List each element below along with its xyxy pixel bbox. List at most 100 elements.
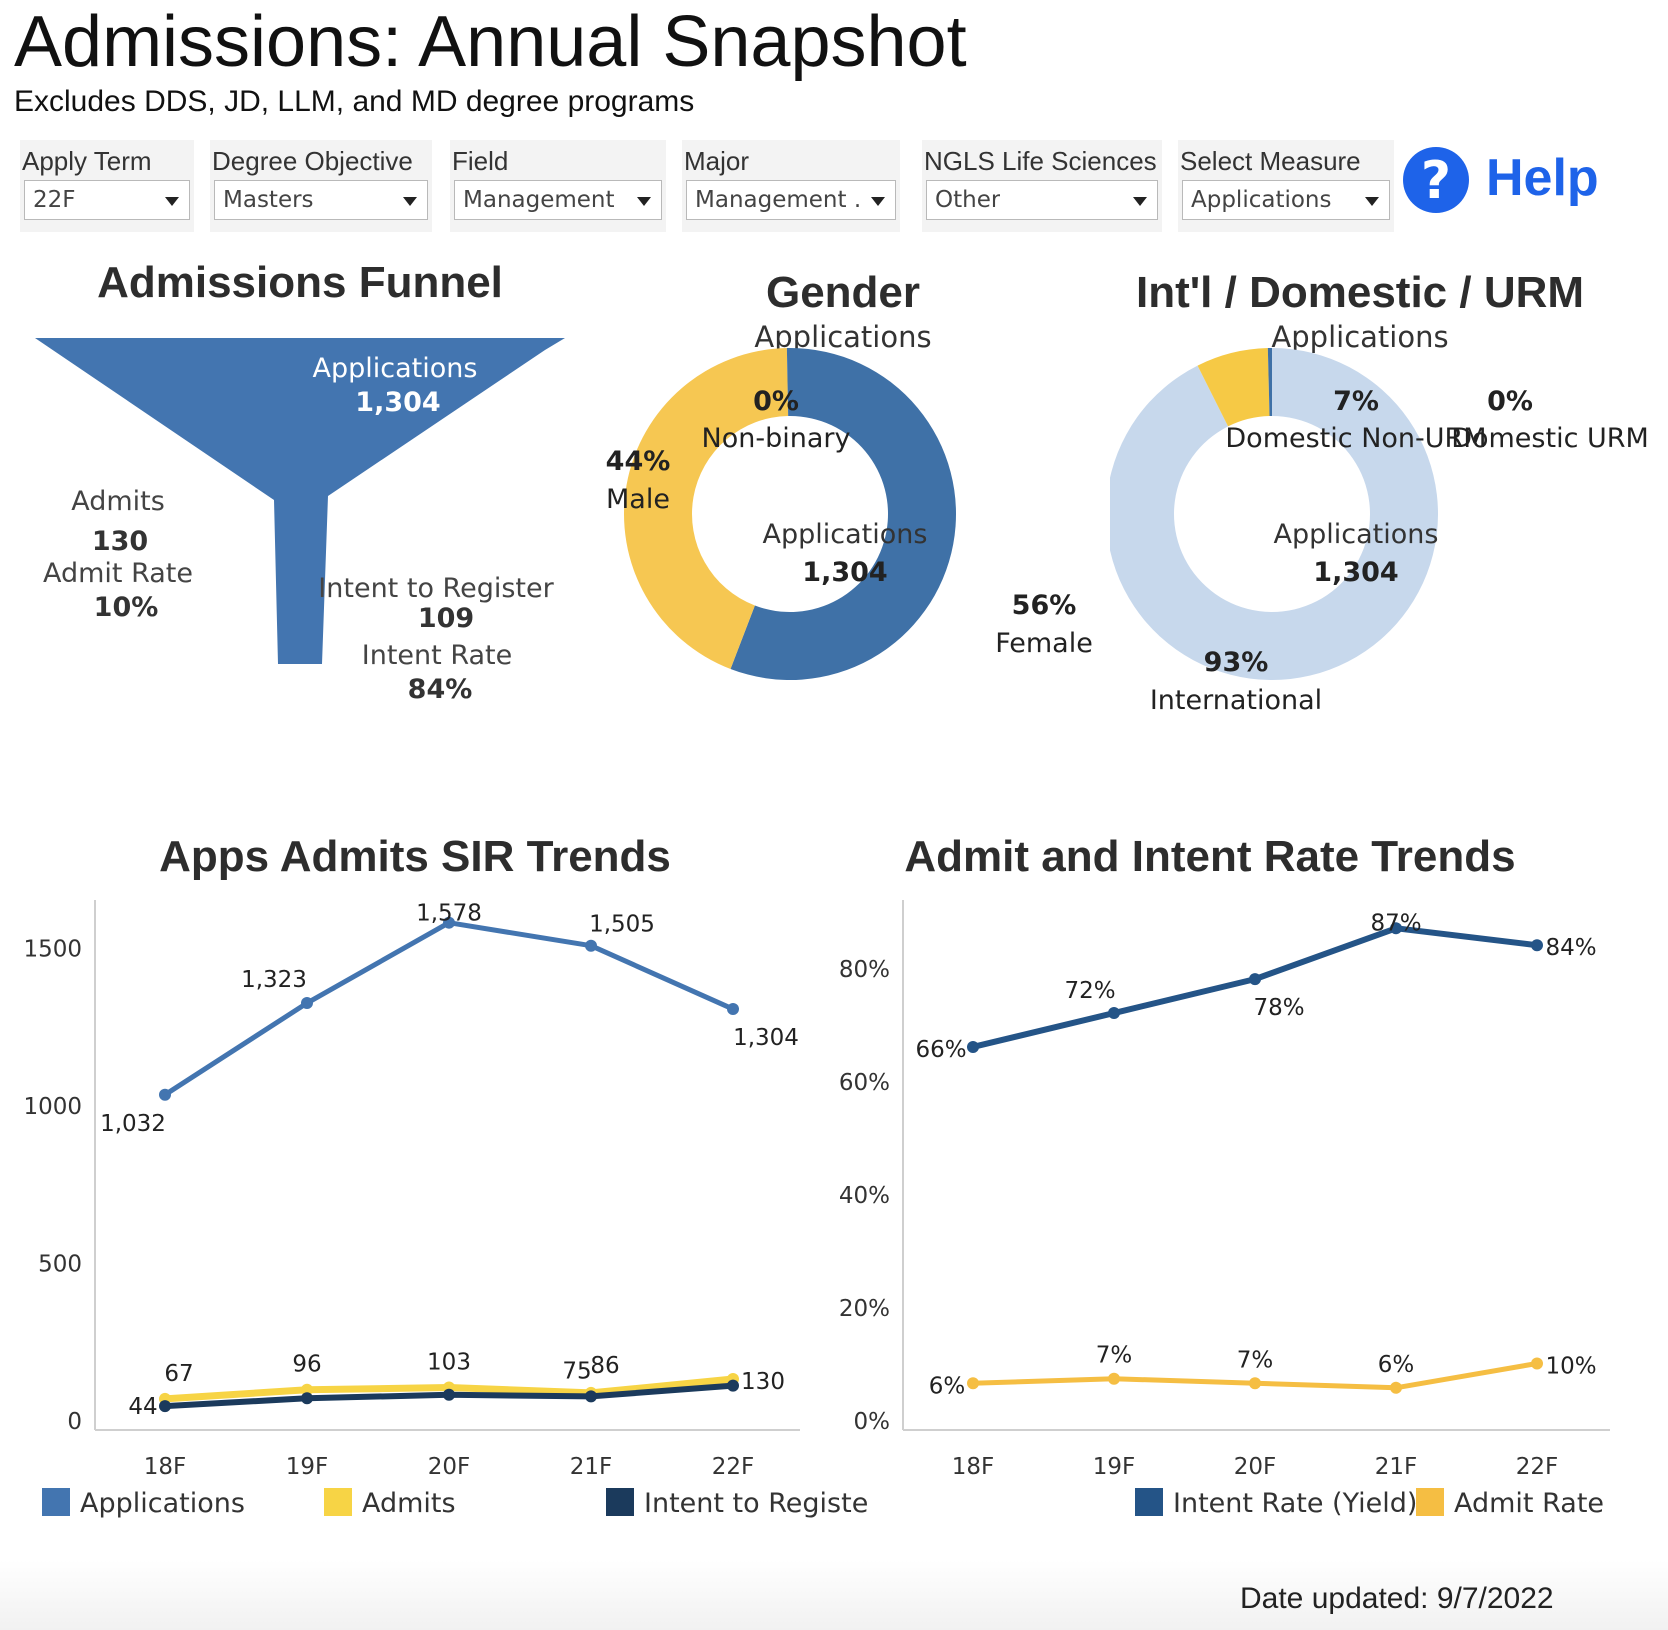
filter-label: Degree Objective <box>212 146 413 176</box>
data-label: 7% <box>1237 1347 1274 1373</box>
caret-down-icon <box>165 197 179 206</box>
donut-slice-female[interactable] <box>730 348 957 680</box>
dropdown-value: Other <box>935 187 1001 213</box>
data-point[interactable] <box>1108 1007 1120 1020</box>
filter-label: NGLS Life Sciences <box>924 146 1157 176</box>
major-dropdown[interactable]: Management ... <box>686 180 896 220</box>
help-button[interactable]: ? Help <box>1402 142 1632 218</box>
data-point[interactable] <box>585 939 597 952</box>
gender-male-pct: 44% <box>606 446 671 477</box>
legend-swatch-applications <box>42 1488 70 1516</box>
degree-objective-dropdown[interactable]: Masters <box>214 180 428 220</box>
y-tick-label: 40% <box>839 1183 890 1209</box>
data-point[interactable] <box>443 1388 455 1401</box>
ngls-life-sciences-dropdown[interactable]: Other <box>926 180 1158 220</box>
data-label: 67 <box>164 1361 193 1387</box>
help-label: Help <box>1486 149 1599 207</box>
caret-down-icon <box>403 197 417 206</box>
y-tick-label: 1500 <box>23 936 82 962</box>
gender-male-label: Male <box>606 484 670 515</box>
data-label: 6% <box>1378 1352 1415 1378</box>
dropdown-value: Management <box>463 187 615 213</box>
data-point[interactable] <box>301 997 313 1010</box>
data-point[interactable] <box>727 1003 739 1016</box>
donut-slice-male[interactable] <box>624 348 789 669</box>
gender-donut-chart: Applications 1,304 56% Female 44% Male 0… <box>606 348 1093 680</box>
data-point[interactable] <box>1531 939 1543 952</box>
residency-domestic-non-urm-pct: 7% <box>1333 386 1379 417</box>
date-updated: Date updated: 9/7/2022 <box>1240 1582 1554 1615</box>
data-label: 1,505 <box>589 912 655 938</box>
filter-ngls-life-sciences: NGLS Life Sciences Other <box>922 140 1162 232</box>
apply-term-dropdown[interactable]: 22F <box>24 180 190 220</box>
legend-swatch-admits <box>324 1488 352 1516</box>
dropdown-value: Management ... <box>695 187 859 213</box>
funnel-title: Admissions Funnel <box>97 258 503 307</box>
data-point[interactable] <box>1249 973 1261 986</box>
data-label: 84% <box>1545 935 1596 961</box>
data-point[interactable] <box>1249 1377 1261 1390</box>
data-point[interactable] <box>967 1377 979 1390</box>
donut-slice-domestic-urm[interactable] <box>1267 348 1272 417</box>
legend-swatch-intent <box>606 1488 634 1516</box>
donut-slice-international[interactable] <box>1110 348 1438 680</box>
data-point[interactable] <box>585 1390 597 1403</box>
data-point[interactable] <box>1108 1372 1120 1385</box>
dropdown-value: Masters <box>223 187 314 213</box>
svg-text:?: ? <box>1421 151 1451 211</box>
admit-intent-rate-trend-chart: 0% 20% 40% 60% 80% 18F 19F 20F 21F 22F 66% 72% 78% 8… <box>839 900 1610 1519</box>
legend-label-intent: Intent to Register <box>644 1488 870 1519</box>
gender-title: Gender <box>765 268 921 317</box>
legend-label-admits: Admits <box>362 1488 456 1519</box>
data-label: 6% <box>929 1373 966 1399</box>
gender-female-pct: 56% <box>1012 590 1077 621</box>
data-point[interactable] <box>967 1040 979 1053</box>
donut-slice-non-binary[interactable] <box>786 348 790 417</box>
series-line-intent-rate-yield- <box>972 925 1538 1050</box>
data-point[interactable] <box>1390 1381 1402 1394</box>
data-label: 1,032 <box>100 1111 166 1137</box>
funnel-admits-value: 130 <box>92 526 148 557</box>
legend-label-admit-rate: Admit Rate <box>1454 1488 1604 1519</box>
rate-trends-title: Admit and Intent Rate Trends <box>904 832 1516 881</box>
legend-swatch-admit-rate <box>1416 1488 1444 1516</box>
filter-select-measure: Select Measure Applications <box>1178 140 1394 232</box>
legend-label-applications: Applications <box>80 1488 245 1519</box>
data-point[interactable] <box>301 1383 313 1396</box>
filter-label: Field <box>452 146 509 176</box>
funnel-admits-label: Admits <box>71 486 165 517</box>
donut-slice-domestic-non-urm[interactable] <box>1197 348 1270 427</box>
y-tick-label: 80% <box>839 957 890 983</box>
gender-center-value: 1,304 <box>802 557 887 588</box>
residency-subtitle: Applications <box>1271 320 1449 354</box>
gender-nonbinary-pct: 0% <box>753 386 799 417</box>
data-label: 96 <box>292 1352 321 1378</box>
filter-degree-objective: Degree Objective Masters <box>210 140 432 232</box>
data-point[interactable] <box>1531 1357 1543 1370</box>
data-point[interactable] <box>301 1392 313 1405</box>
data-point[interactable] <box>159 1088 171 1101</box>
apps-admits-sir-trend-chart: 0 500 1000 1500 18F 19F 20F 21F 22F 1,032 1,323 1,… <box>23 900 870 1519</box>
select-measure-dropdown[interactable]: Applications <box>1182 180 1390 220</box>
y-tick-label: 1000 <box>23 1094 82 1120</box>
data-point[interactable] <box>159 1400 171 1413</box>
field-dropdown[interactable]: Management <box>454 180 662 220</box>
x-tick-label: 22F <box>1516 1454 1559 1480</box>
filter-major: Major Management ... <box>682 140 900 232</box>
data-label: 66% <box>915 1037 966 1063</box>
funnel-applications-label: Applications <box>313 353 478 384</box>
funnel-intent-label: Intent to Register <box>318 573 554 604</box>
question-circle-icon: ? <box>1403 147 1469 213</box>
residency-donut-chart: Applications 1,304 93% International 7% … <box>1110 348 1649 716</box>
data-point[interactable] <box>1390 922 1402 935</box>
residency-domestic-non-urm-label: Domestic Non-URM <box>1225 423 1486 454</box>
data-point[interactable] <box>443 916 455 929</box>
filter-apply-term: Apply Term 22F <box>20 140 194 232</box>
caret-down-icon <box>1133 197 1147 206</box>
data-label: 86 <box>590 1353 619 1379</box>
data-point[interactable] <box>727 1379 739 1392</box>
y-tick-label: 0% <box>854 1409 891 1435</box>
filter-label: Select Measure <box>1180 146 1361 176</box>
admissions-funnel: Applications 1,304 Admits 130 Admit Rate… <box>35 338 565 705</box>
caret-down-icon <box>871 197 885 206</box>
